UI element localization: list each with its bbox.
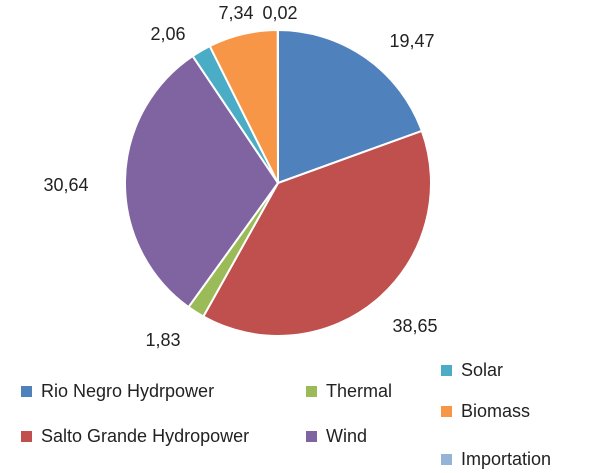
legend-swatch	[441, 406, 452, 417]
data-label: 0,02	[262, 3, 297, 23]
pie-slice-salto-grande-hydropower	[201, 129, 432, 337]
pie-slice-wind	[124, 54, 280, 309]
legend-item-wind: Wind	[306, 426, 367, 447]
legend-item-importation: Importation	[441, 449, 551, 470]
data-label: 7,34	[218, 3, 253, 23]
legend-label: Thermal	[326, 381, 393, 401]
value-labels: 19,47 38,65 1,83 30,64 2,06 7,34 0,02	[43, 3, 437, 350]
legend-swatch	[21, 431, 32, 442]
legend-swatch	[306, 431, 317, 442]
legend-swatch	[306, 386, 317, 397]
legend-label: Wind	[326, 426, 368, 446]
data-label: 38,65	[392, 316, 437, 336]
legend-item-rio-negro: Rio Negro Hydrpower	[21, 381, 214, 402]
legend-label: Rio Negro Hydrpower	[41, 381, 215, 401]
legend-label: Importation	[461, 449, 552, 469]
data-label: 30,64	[43, 175, 88, 195]
legend-swatch	[441, 454, 452, 465]
data-label: 1,83	[145, 330, 180, 350]
legend-label: Biomass	[461, 401, 531, 421]
pie-slices	[124, 28, 432, 337]
data-label: 19,47	[389, 31, 434, 51]
legend-item-solar: Solar	[441, 360, 503, 381]
data-label: 2,06	[150, 24, 185, 44]
legend-label: Salto Grande Hydropower	[41, 426, 250, 446]
legend-item-biomass: Biomass	[441, 401, 530, 422]
pie-slice-rio-negro-hydrpower	[277, 28, 424, 185]
legend-item-thermal: Thermal	[306, 381, 392, 402]
legend-label: Solar	[461, 360, 504, 380]
legend-item-salto-grande: Salto Grande Hydropower	[21, 426, 249, 447]
legend-swatch	[21, 386, 32, 397]
legend-swatch	[441, 365, 452, 376]
